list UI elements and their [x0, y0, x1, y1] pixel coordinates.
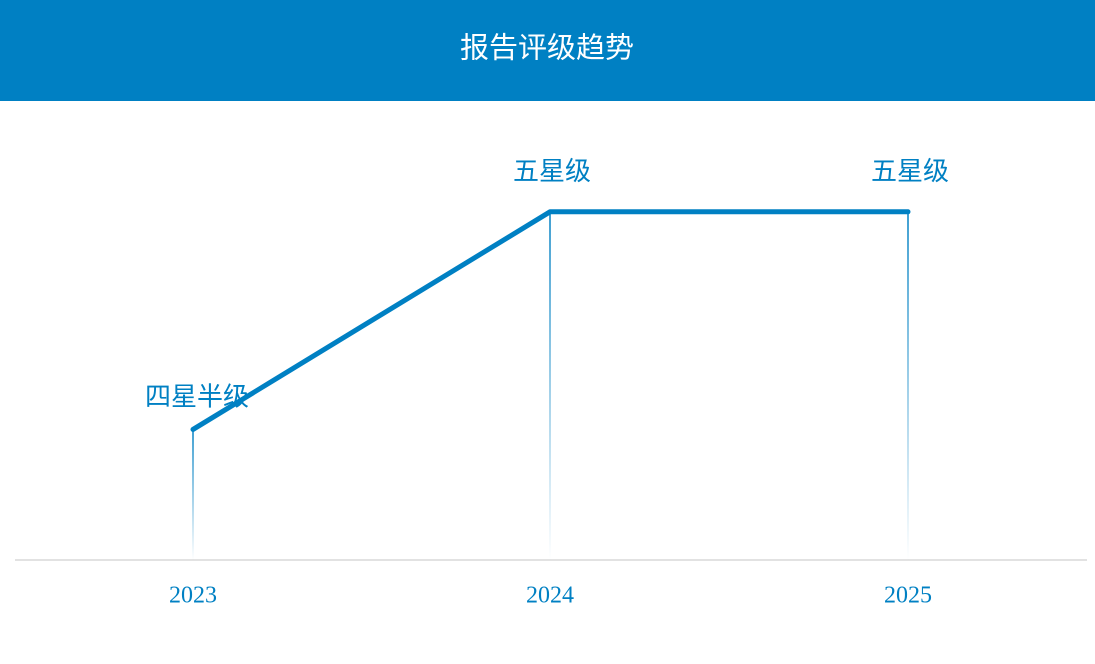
drop-line: [907, 211, 909, 561]
chart-title: 报告评级趋势: [460, 32, 634, 65]
drop-line: [549, 211, 551, 561]
x-tick-label: 2025: [884, 583, 932, 609]
x-tick-label: 2023: [169, 583, 217, 609]
header-bar: [0, 0, 1095, 101]
data-label: 四星半级: [145, 382, 249, 411]
data-label: 五星级: [513, 157, 591, 186]
data-label: 五星级: [871, 157, 949, 186]
rating-line: [190, 209, 911, 432]
x-tick-label: 2024: [526, 583, 574, 609]
drop-line: [192, 429, 194, 560]
